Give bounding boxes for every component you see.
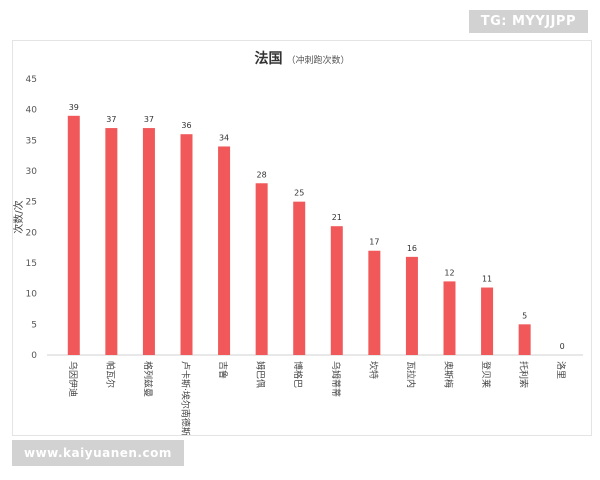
y-axis-ticks: 0 5 10 15 20 25 30 35 40 45	[26, 75, 38, 361]
chart-subtitle: （冲刺跑次数）	[286, 54, 349, 66]
x-tick-label: 托利索	[518, 361, 530, 388]
y-tick-label: 30	[26, 167, 38, 177]
watermark-top: TG: MYYJJPP	[468, 10, 588, 33]
y-tick-label: 10	[26, 290, 38, 300]
x-tick-label: 乌因伊迪	[67, 361, 79, 397]
bar-value-label: 11	[482, 275, 492, 284]
bar	[67, 115, 80, 355]
x-tick-label: 洛里	[555, 361, 567, 379]
bar	[105, 128, 118, 355]
bar	[293, 201, 306, 355]
bar	[330, 226, 343, 355]
chart-title: 法国 （冲刺跑次数）	[254, 50, 349, 67]
bar-value-label: 17	[369, 238, 379, 247]
bar	[481, 287, 494, 355]
x-axis-labels: 乌因伊迪 帕瓦尔 格列兹曼 卢卡斯·埃尔南德斯 吉鲁 姆巴佩 博格巴 乌姆蒂蒂 坎特 瓦拉内 奥斯梅…	[67, 361, 567, 435]
bar-value-label: 25	[294, 189, 304, 198]
bar-value-label: 12	[444, 268, 454, 277]
bar-value-label: 36	[181, 121, 191, 130]
x-tick-label: 卢卡斯·埃尔南德斯	[180, 361, 192, 435]
y-tick-label: 45	[26, 75, 37, 85]
x-tick-label: 姆巴佩	[255, 361, 267, 388]
y-tick-label: 35	[26, 136, 37, 146]
bar	[255, 183, 268, 355]
y-tick-label: 40	[26, 106, 38, 116]
x-tick-label: 格列兹曼	[142, 361, 154, 397]
bar-value-label: 34	[219, 133, 229, 142]
bar	[368, 250, 381, 355]
bar-value-label: 37	[144, 115, 154, 124]
y-tick-label: 25	[26, 198, 37, 208]
bar-value-label: 5	[522, 311, 527, 320]
bar	[443, 281, 456, 355]
value-labels: 39 37 37 36 34 28 25 21 17 16 12 11 5 0	[69, 103, 565, 351]
x-tick-label: 乌姆蒂蒂	[330, 361, 342, 397]
bar-value-label: 37	[106, 115, 116, 124]
x-tick-label: 帕瓦尔	[104, 361, 116, 388]
bar	[180, 134, 193, 355]
x-tick-label: 奥斯梅	[443, 361, 455, 388]
chart-title-main: 法国	[254, 50, 282, 67]
chart-frame: 法国 （冲刺跑次数） 次数/次 0 5 10 15 20 25 30 35 40 45 39 37 37…	[12, 40, 592, 436]
bar-chart: 法国 （冲刺跑次数） 次数/次 0 5 10 15 20 25 30 35 40 45 39 37 37…	[13, 50, 583, 435]
bars	[67, 115, 531, 355]
bar-value-label: 39	[69, 103, 79, 112]
bar	[405, 256, 418, 355]
watermark-bottom: www.kaiyuanen.com	[12, 440, 184, 466]
y-tick-label: 20	[26, 228, 38, 238]
bar	[218, 146, 231, 355]
x-tick-label: 登贝莱	[480, 361, 492, 388]
y-tick-label: 0	[31, 351, 37, 361]
y-tick-label: 5	[31, 320, 37, 330]
y-axis-label: 次数/次	[13, 200, 25, 233]
x-tick-label: 坎特	[367, 361, 379, 379]
bar-value-label: 0	[560, 342, 565, 351]
x-tick-label: 博格巴	[292, 361, 304, 388]
bar-value-label: 28	[257, 170, 267, 179]
bar	[518, 324, 531, 355]
x-tick-label: 瓦拉内	[405, 361, 417, 388]
bar-value-label: 16	[407, 244, 417, 253]
y-tick-label: 15	[26, 259, 37, 269]
bar	[142, 128, 155, 355]
bar-value-label: 21	[332, 213, 342, 222]
x-tick-label: 吉鲁	[217, 361, 229, 379]
